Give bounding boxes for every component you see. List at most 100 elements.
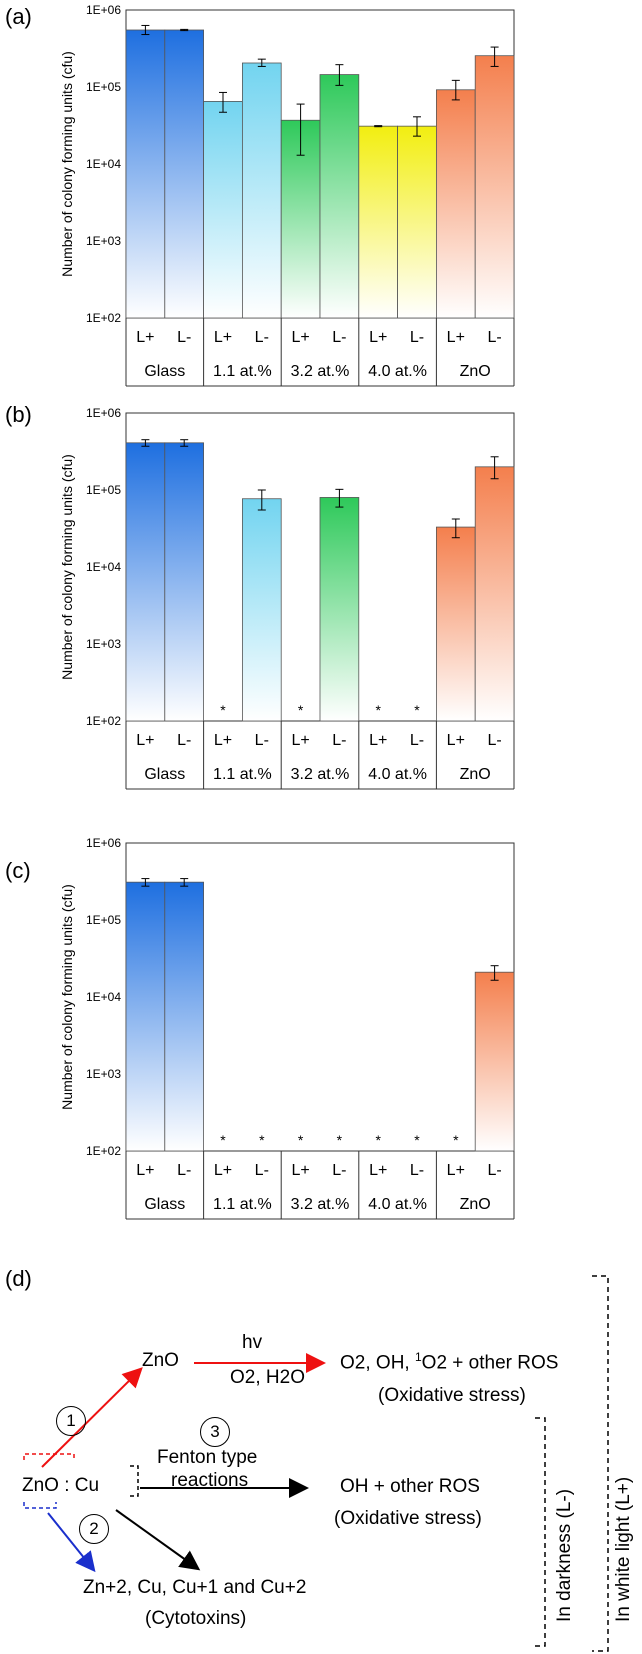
light-label: L- <box>255 329 269 346</box>
significance-star: * <box>298 1132 304 1148</box>
arrow-to-ions-blue <box>47 1512 96 1573</box>
light-label: L+ <box>291 1162 309 1179</box>
light-label: L+ <box>214 732 232 749</box>
group-label: Glass <box>144 766 185 783</box>
ros-singlet-sup: 1 <box>414 1350 422 1364</box>
light-label: L- <box>487 329 501 346</box>
chart-a: 1E+02 1E+03 1E+04 1E+05 1E+06 Number of colon… <box>59 3 515 387</box>
y-tick-label: 1E+02 <box>86 714 121 728</box>
ros-hydroxyl: OH, <box>375 1352 415 1374</box>
dashed-box-blue <box>23 1502 57 1509</box>
bracket-darkness <box>535 1417 546 1647</box>
significance-star: * <box>220 1132 226 1148</box>
bar <box>474 55 515 319</box>
panel-label-d: (d) <box>5 1266 32 1291</box>
light-label: L- <box>332 329 346 346</box>
light-label: L+ <box>214 1162 232 1179</box>
group-label: 1.1 at.% <box>213 1196 272 1213</box>
y-tick-label: 1E+04 <box>86 157 121 171</box>
hv-label: hv <box>242 1332 263 1353</box>
y-tick-label: 1E+04 <box>86 560 121 574</box>
bar <box>319 497 360 722</box>
light-label: L- <box>255 732 269 749</box>
panel-label-b: (b) <box>5 402 32 427</box>
light-label: L+ <box>369 329 387 346</box>
bar <box>474 971 515 1152</box>
light-label: L+ <box>447 1162 465 1179</box>
light-label: L- <box>487 1162 501 1179</box>
group-label: ZnO <box>460 1196 491 1213</box>
y-tick-label: 1E+06 <box>86 406 121 420</box>
bar <box>164 881 205 1152</box>
group-label: Glass <box>144 363 185 380</box>
light-label: L- <box>177 329 191 346</box>
group-label: 3.2 at.% <box>291 766 350 783</box>
bar <box>241 62 282 319</box>
light-label: L+ <box>369 732 387 749</box>
group-label: 4.0 at.% <box>368 766 427 783</box>
light-label: L+ <box>447 329 465 346</box>
panel-label-c: (c) <box>5 858 31 883</box>
diagram-arrows <box>23 1275 609 1652</box>
group-label: 1.1 at.% <box>213 766 272 783</box>
light-label: L- <box>410 1162 424 1179</box>
significance-star: * <box>298 702 304 718</box>
significance-star: * <box>220 702 226 718</box>
light-label: L- <box>177 1162 191 1179</box>
step-3-badge: 3 <box>200 1417 230 1447</box>
arrow-to-ions-black <box>115 1509 201 1571</box>
group-label: 4.0 at.% <box>368 1196 427 1213</box>
bar <box>241 498 282 722</box>
light-label: L+ <box>291 329 309 346</box>
group-label: 3.2 at.% <box>291 363 350 380</box>
dashed-box-red <box>23 1453 75 1460</box>
bar <box>358 125 398 319</box>
white-light-label: In white light (L+) <box>613 1476 634 1622</box>
significance-star: * <box>375 702 381 718</box>
light-label: L- <box>332 732 346 749</box>
ros-mid: OH + other ROS <box>340 1476 480 1497</box>
ros-other: + other ROS <box>447 1352 559 1374</box>
bar <box>435 89 476 319</box>
ros-sep: , <box>365 1352 376 1374</box>
light-label: L- <box>255 1162 269 1179</box>
bar <box>203 101 243 319</box>
bar <box>319 74 360 319</box>
fenton-line2: reactions <box>171 1470 249 1491</box>
y-tick-label: 1E+02 <box>86 1144 121 1158</box>
o2-h2o-label: O2, H2O <box>230 1367 305 1388</box>
light-label: L- <box>332 1162 346 1179</box>
zno-label: ZnO <box>142 1350 179 1371</box>
zno-cu-cu: : Cu <box>58 1475 100 1496</box>
light-label: L- <box>410 329 424 346</box>
y-tick-label: 1E+05 <box>86 913 121 927</box>
y-axis-label: Number of colony forming units (cfu) <box>59 884 75 1110</box>
light-label: L+ <box>214 329 232 346</box>
bar <box>125 29 166 319</box>
light-label: L- <box>487 732 501 749</box>
significance-star: * <box>414 702 420 718</box>
step-2-badge: 2 <box>79 1514 109 1544</box>
y-tick-label: 1E+03 <box>86 1067 121 1081</box>
bar <box>125 442 166 722</box>
light-label: L+ <box>136 329 154 346</box>
y-tick-label: 1E+06 <box>86 836 121 850</box>
significance-star: * <box>453 1132 459 1148</box>
significance-star: * <box>375 1132 381 1148</box>
ros-top: O2, OH, 1O2 + other ROS <box>340 1350 558 1374</box>
cytotoxins-label: (Cytotoxins) <box>145 1608 247 1629</box>
mechanism-diagram: (d) ZnO hv O2, H2O O2, OH, 1O2 + other R… <box>0 1266 642 1654</box>
y-axis-label: Number of colony forming units (cfu) <box>59 454 75 680</box>
step-1-badge: 1 <box>56 1406 86 1436</box>
group-label: 4.0 at.% <box>368 363 427 380</box>
group-label: ZnO <box>460 766 491 783</box>
y-tick-label: 1E+06 <box>86 3 121 17</box>
bar <box>164 442 205 722</box>
light-label: L+ <box>369 1162 387 1179</box>
ros-superoxide: O2 <box>340 1352 366 1374</box>
group-label: 3.2 at.% <box>291 1196 350 1213</box>
y-tick-label: 1E+05 <box>86 483 121 497</box>
darkness-label: In darkness (L-) <box>554 1488 575 1622</box>
significance-star: * <box>414 1132 420 1148</box>
light-label: L+ <box>447 732 465 749</box>
